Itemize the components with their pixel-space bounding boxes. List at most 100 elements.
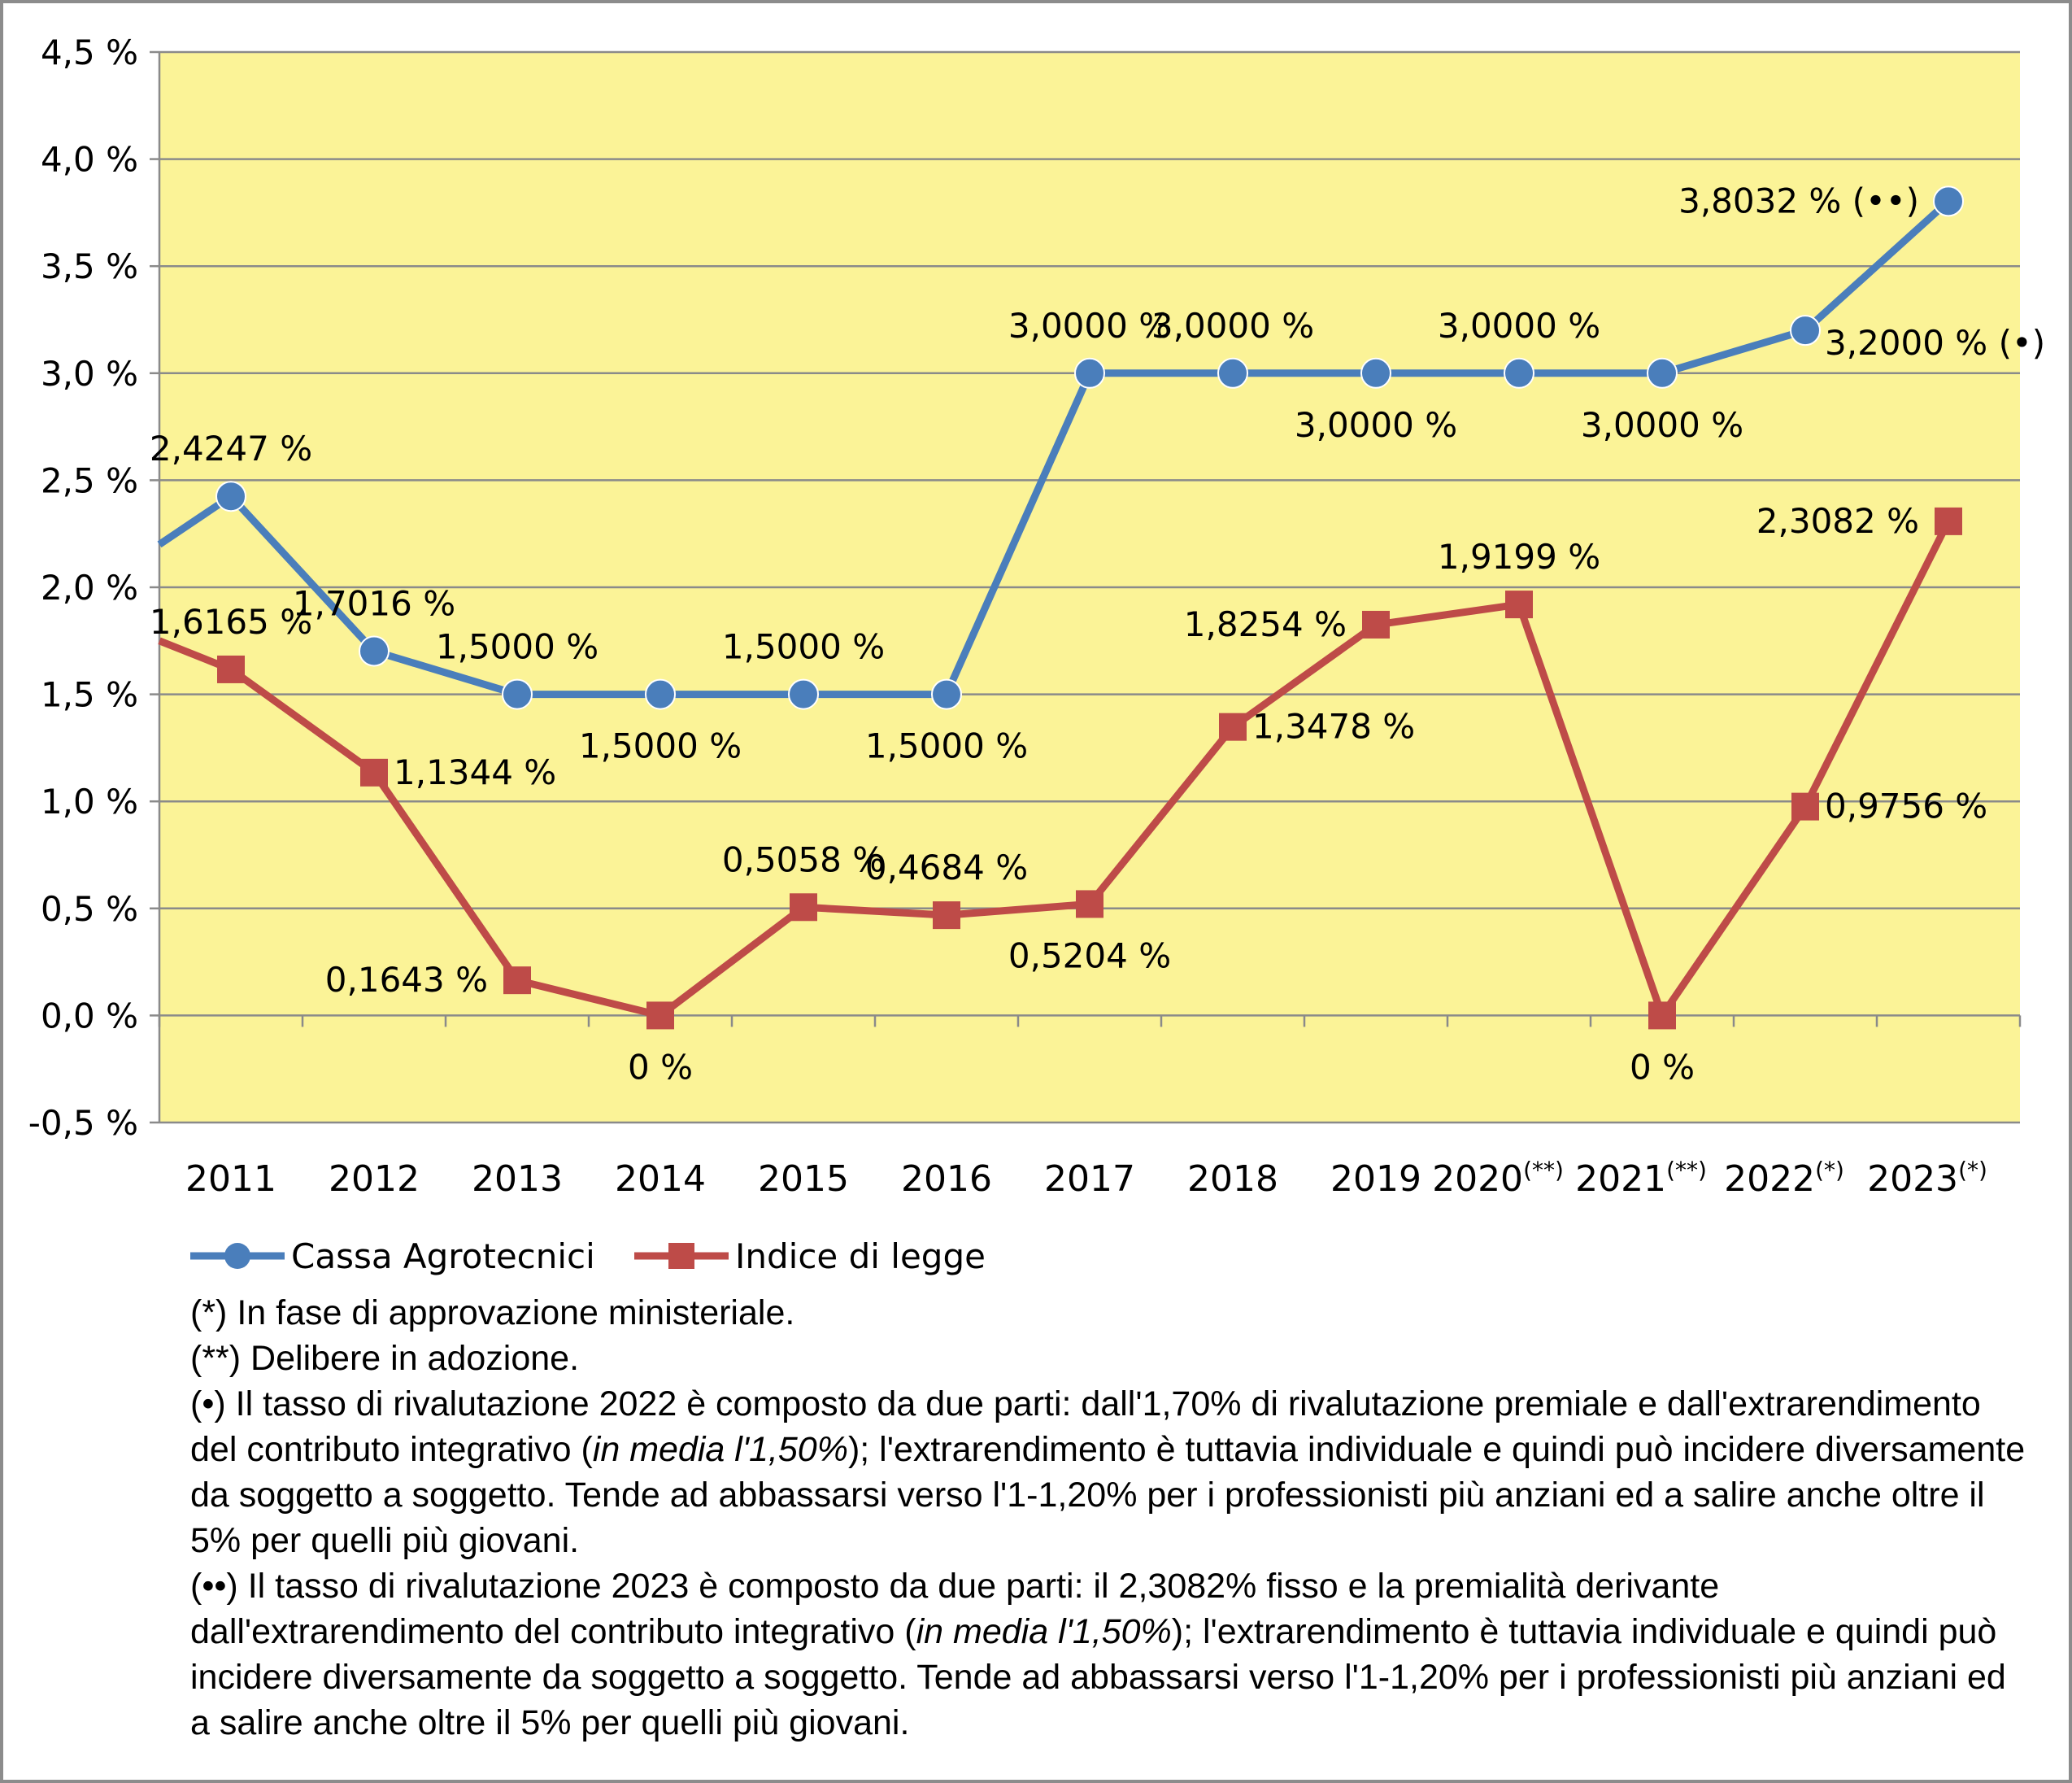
data-point (1791, 792, 1819, 821)
series-0 (157, 185, 1964, 710)
footnote-3-text-b: ); l'extrarendimento è tuttavia individu… (190, 1430, 2026, 1560)
y-tick-label: 0,5 % (41, 889, 138, 929)
data-label: 3,0000 % (1008, 306, 1171, 346)
x-category-label: 2015 (758, 1158, 849, 1200)
y-tick-label: 1,5 % (41, 675, 138, 715)
data-label: 3,2000 % (•) (1825, 323, 2045, 363)
series-lines (157, 185, 1964, 1030)
data-label: 0,9756 % (1825, 787, 1987, 826)
data-label: 3,0000 % (1295, 405, 1457, 445)
data-label: 3,8032 % (••) (1678, 181, 1919, 220)
data-point (215, 481, 246, 512)
data-label: 1,8254 % (1184, 604, 1347, 644)
data-label: 0 % (628, 1047, 693, 1087)
data-label: 0 % (1630, 1047, 1695, 1087)
data-label: 1,5000 % (436, 627, 599, 667)
y-tick-label: 0,0 % (41, 996, 138, 1035)
data-label: 0,5204 % (1008, 935, 1171, 975)
data-point (788, 678, 819, 710)
legend: Cassa Agrotecnici Indice di legge (190, 1236, 986, 1276)
y-tick-label: 2,0 % (41, 568, 138, 608)
data-point (1217, 357, 1248, 389)
y-tick-label: 1,0 % (41, 782, 138, 822)
x-category-label: 2023(*) (1867, 1157, 1987, 1200)
x-category-label: 2019 (1330, 1158, 1421, 1200)
data-point (790, 893, 817, 922)
data-point (1933, 185, 1964, 217)
series-line (157, 198, 1952, 699)
data-label: 3,0000 % (1438, 306, 1600, 346)
y-tick-label: 3,0 % (41, 354, 138, 394)
y-tick-label: 3,5 % (41, 246, 138, 286)
data-point (217, 655, 245, 683)
legend-label: Cassa Agrotecnici (291, 1236, 595, 1276)
data-point (933, 901, 960, 930)
data-label: 3,0000 % (1581, 405, 1743, 445)
data-point (359, 635, 390, 667)
data-point (1505, 591, 1533, 619)
data-point (1360, 357, 1391, 389)
data-label: 1,5000 % (865, 726, 1028, 766)
x-category-label: 2022(*) (1724, 1157, 1844, 1200)
footnote-3-text-a: (•) Il tasso di rivalutazione 2022 è com… (190, 1384, 1981, 1469)
x-category-label: 2013 (472, 1158, 563, 1200)
legend-marker (224, 1243, 250, 1269)
x-axis-categories: 2011 2012 2013 2014 2015 2016 2017 2018 2019 2020… (185, 1157, 1987, 1200)
y-tick-label: 2,5 % (41, 460, 138, 500)
data-label: 1,7016 % (293, 584, 455, 624)
data-label: 1,1344 % (394, 752, 556, 792)
data-label: 0,4684 % (865, 848, 1028, 887)
data-point (1790, 315, 1821, 347)
footnote-3: (•) Il tasso di rivalutazione 2022 è com… (190, 1381, 2028, 1563)
y-tick-label: 4,5 % (41, 33, 138, 72)
data-point (931, 678, 962, 710)
legend-marker (668, 1243, 694, 1269)
data-point (1504, 357, 1534, 389)
data-point (502, 678, 533, 710)
data-point (503, 966, 531, 995)
series-line (158, 519, 1952, 1019)
x-category-label: 2016 (901, 1158, 992, 1200)
data-point (360, 758, 388, 787)
data-point (1935, 507, 1962, 535)
x-category-label: 2018 (1187, 1158, 1278, 1200)
x-category-label: 2012 (329, 1158, 420, 1200)
data-point (645, 678, 676, 710)
y-tick-label: 4,0 % (41, 140, 138, 180)
y-axis-ticks: -0,5 % 0,0 % 0,5 % 1,0 % 1,5 % 2,0 % 2,5 % 3,0 … (28, 33, 159, 1143)
x-category-label: 2020(**) (1432, 1157, 1564, 1200)
footnote-4-italic: in media l'1,50% (916, 1612, 1172, 1651)
footnotes: (*) In fase di approvazione ministeriale… (190, 1290, 2028, 1746)
x-category-label: 2014 (615, 1158, 706, 1200)
x-category-label: 2011 (185, 1158, 276, 1200)
data-point (1219, 713, 1247, 741)
data-label: 1,5000 % (722, 627, 885, 667)
data-point (646, 1001, 674, 1030)
footnote-4: (••) Il tasso di rivalutazione 2023 è co… (190, 1563, 2028, 1746)
footnote-4-text-b: ); l'extrarendimento è tuttavia individu… (190, 1612, 2006, 1742)
footnote-1: (*) In fase di approvazione ministeriale… (190, 1293, 795, 1332)
data-point (1074, 357, 1105, 389)
series-1 (158, 507, 1962, 1030)
data-point (1076, 890, 1103, 918)
footnote-2: (**) Delibere in adozione. (190, 1339, 580, 1378)
footnote-4-text-a: (••) Il tasso di rivalutazione 2023 è co… (190, 1567, 1720, 1651)
x-category-label: 2017 (1044, 1158, 1135, 1200)
data-label: 0,5058 % (722, 839, 885, 879)
data-label: 1,5000 % (579, 726, 742, 766)
data-point (1647, 357, 1678, 389)
data-label: 1,9199 % (1438, 537, 1600, 577)
x-axis (158, 52, 2022, 1123)
data-label: 2,4247 % (150, 429, 312, 469)
footnote-3-italic: in media l'1,50% (592, 1430, 848, 1469)
data-label: 3,0000 % (1151, 306, 1314, 346)
data-label: 2,3082 % (1756, 501, 1919, 541)
data-point (1362, 610, 1390, 639)
data-label: 0,1643 % (325, 960, 488, 1000)
data-point (1648, 1001, 1676, 1030)
legend-label: Indice di legge (735, 1236, 986, 1276)
data-label: 1,6165 % (150, 602, 312, 642)
y-tick-label: -0,5 % (28, 1103, 138, 1143)
x-category-label: 2021(**) (1575, 1157, 1707, 1200)
